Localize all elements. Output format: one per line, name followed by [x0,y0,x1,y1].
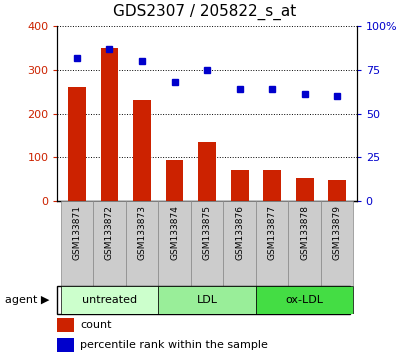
Bar [61,201,93,286]
Text: agent ▶: agent ▶ [5,295,49,305]
Bar [100,48,118,201]
Bar [295,178,313,201]
Bar [255,286,353,314]
Bar [93,201,126,286]
Text: ox-LDL: ox-LDL [285,295,323,305]
Bar [126,201,158,286]
Text: percentile rank within the sample: percentile rank within the sample [80,340,267,350]
Text: count: count [80,320,111,330]
Bar [328,181,345,201]
Bar [57,318,74,332]
Bar [320,201,353,286]
Bar [68,87,85,201]
Text: GSM133875: GSM133875 [202,205,211,260]
Text: LDL: LDL [196,295,217,305]
Bar [263,170,281,201]
Bar [133,101,151,201]
Bar [165,160,183,201]
Bar [198,142,216,201]
Text: GSM133877: GSM133877 [267,205,276,260]
Text: GSM133878: GSM133878 [299,205,308,260]
Text: GSM133872: GSM133872 [105,205,114,260]
Text: GDS2307 / 205822_s_at: GDS2307 / 205822_s_at [113,3,296,19]
Text: GSM133873: GSM133873 [137,205,146,260]
Bar [57,338,74,352]
Bar [158,286,255,314]
Bar [61,286,158,314]
Bar [158,201,190,286]
Bar [255,201,288,286]
Text: GSM133876: GSM133876 [234,205,243,260]
Bar [230,170,248,201]
Bar [288,201,320,286]
Text: GSM133874: GSM133874 [170,205,179,260]
Bar [223,201,255,286]
Text: untreated: untreated [82,295,137,305]
Bar [190,201,223,286]
Text: GSM133871: GSM133871 [72,205,81,260]
Text: GSM133879: GSM133879 [332,205,341,260]
